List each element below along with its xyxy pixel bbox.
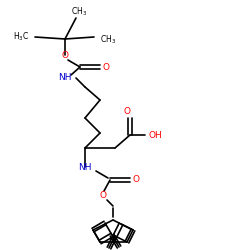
Text: O: O	[102, 62, 110, 72]
Text: NH: NH	[78, 162, 92, 172]
Text: O: O	[100, 190, 106, 200]
Text: O: O	[132, 176, 140, 184]
Text: OH: OH	[148, 130, 162, 140]
Text: O: O	[124, 106, 130, 116]
Text: CH$_3$: CH$_3$	[71, 6, 87, 18]
Text: NH: NH	[58, 74, 72, 82]
Text: CH$_3$: CH$_3$	[100, 34, 116, 46]
Text: H$_3$C: H$_3$C	[13, 31, 29, 43]
Text: O: O	[62, 50, 68, 59]
